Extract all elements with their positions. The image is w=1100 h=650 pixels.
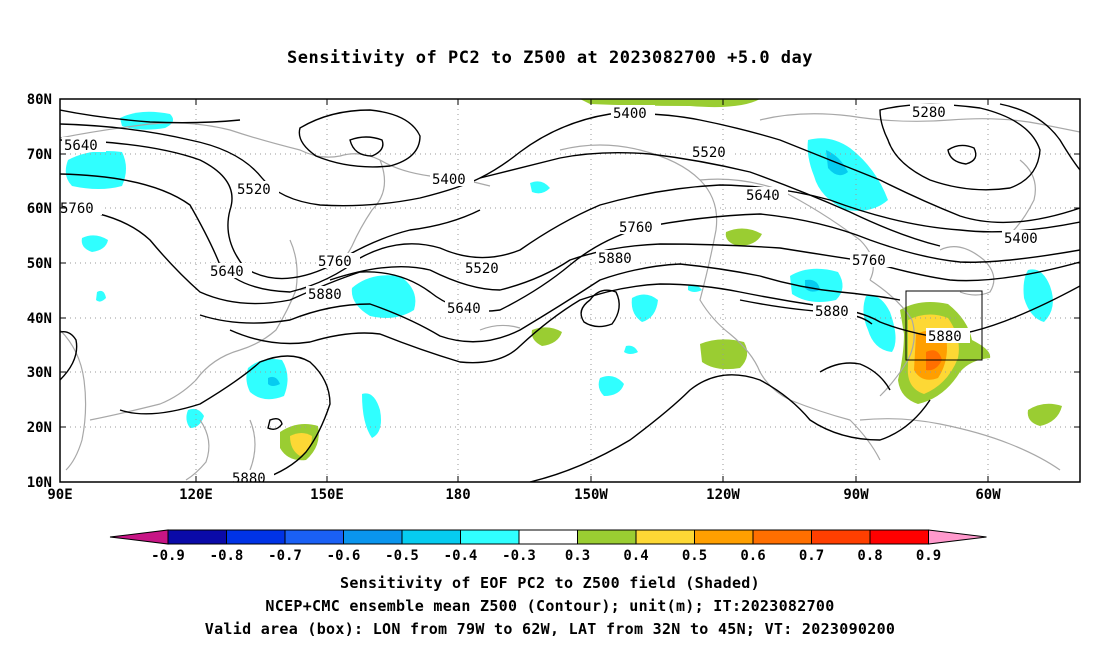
colorbar-swatch: [869, 529, 929, 545]
colorbar-swatch: [167, 529, 227, 545]
colorbar-tick-label: -0.5: [385, 548, 419, 564]
plot-title: Sensitivity of PC2 to Z500 at 2023082700…: [286, 48, 813, 68]
colorbar-tick-label: 0.3: [565, 548, 590, 564]
contour-label: 5880: [815, 304, 849, 320]
colorbar-tick-label: -0.8: [210, 548, 244, 564]
contour-label: 5760: [619, 220, 653, 236]
contour-label: 5640: [746, 188, 780, 204]
colorbar-swatch: [401, 529, 461, 545]
lon-label: 120E: [179, 487, 213, 503]
positive-sensitivity-shading: [280, 99, 1062, 461]
lon-label: 150W: [574, 487, 608, 503]
colorbar-tick-label: -0.4: [444, 548, 478, 564]
lat-label: 80N: [27, 92, 52, 108]
colorbar-swatch: [752, 529, 812, 545]
contour-label: 5280: [912, 105, 946, 121]
contour-label: 5640: [447, 301, 481, 317]
contour-label: 5400: [1004, 231, 1038, 247]
contour-label: 5880: [928, 329, 962, 345]
colorbar-swatch: [284, 529, 344, 545]
caption-shaded: Sensitivity of EOF PC2 to Z500 field (Sh…: [340, 574, 760, 592]
colorbar-swatch: [811, 529, 871, 545]
colorbar-high-arrow: [928, 529, 987, 545]
colorbar-swatch: [518, 529, 578, 545]
lat-label: 60N: [27, 201, 52, 217]
lon-label: 150E: [310, 487, 344, 503]
contour-label: 5880: [308, 287, 342, 303]
map-figure: 5640 5520 5400 5280 5760 5640 5400 5520 …: [27, 92, 1081, 564]
colorbar-tick-label: -0.9: [151, 548, 185, 564]
frame-ticks: [59, 99, 1080, 482]
colorbar-tick-label: 0.8: [857, 548, 882, 564]
contour-label: 5640: [210, 264, 244, 280]
negative-sensitivity-shading: [65, 111, 1053, 438]
contour-label: 5520: [692, 145, 726, 161]
lat-label: 40N: [27, 311, 52, 327]
colorbar-tick-label: 0.7: [799, 548, 824, 564]
valid-area-box: [905, 290, 983, 361]
colorbar-swatch: [635, 529, 695, 545]
z500-contours: [60, 103, 1080, 482]
colorbar-swatch: [577, 529, 637, 545]
colorbar-tick-label: 0.9: [916, 548, 941, 564]
colorbar-low-arrow: [109, 529, 169, 545]
lon-label: 90W: [843, 487, 869, 503]
lat-label: 20N: [27, 420, 52, 436]
latitude-labels: 80N 70N 60N 50N 40N 30N 20N 10N: [27, 92, 52, 491]
contour-label: 5400: [432, 172, 466, 188]
colorbar-tick-label: 0.4: [623, 548, 648, 564]
colorbar-swatch: [460, 529, 520, 545]
caption-contour: NCEP+CMC ensemble mean Z500 (Contour); u…: [265, 597, 835, 615]
map-frame: [59, 98, 1081, 483]
contour-labels: 5640 5520 5400 5280 5760 5640 5400 5520 …: [60, 104, 1046, 487]
longitude-labels: 90E 120E 150E 180 150W 120W 90W 60W: [47, 487, 1001, 503]
contour-label: 5520: [465, 261, 499, 277]
contour-label: 5760: [318, 254, 352, 270]
contour-label: 5880: [598, 251, 632, 267]
colorbar-tick-label: 0.5: [682, 548, 707, 564]
contour-label: 5880: [232, 471, 266, 487]
contour-label: 5640: [64, 138, 98, 154]
colorbar-tick-label: -0.7: [268, 548, 302, 564]
colorbar-swatch: [694, 529, 754, 545]
colorbar-tick-label: -0.3: [502, 548, 536, 564]
lat-label: 50N: [27, 256, 52, 272]
colorbar-swatch: [343, 529, 403, 545]
lon-label: 90E: [47, 487, 72, 503]
lat-label: 10N: [27, 475, 52, 491]
contour-label: 5400: [613, 106, 647, 122]
lat-label: 30N: [27, 365, 52, 381]
lon-label: 120W: [706, 487, 740, 503]
contour-label: 5520: [237, 182, 271, 198]
lon-label: 60W: [975, 487, 1001, 503]
colorbar-swatch: [226, 529, 286, 545]
lon-label: 180: [445, 487, 470, 503]
lat-label: 70N: [27, 147, 52, 163]
contour-label: 5760: [852, 253, 886, 269]
colorbar: -0.9 -0.8 -0.7 -0.6 -0.5 -0.4 -0.3 0.3 0.4 0.5 0.6…: [109, 529, 987, 564]
colorbar-tick-label: -0.6: [327, 548, 361, 564]
caption-valid-area: Valid area (box): LON from 79W to 62W, L…: [204, 620, 896, 638]
colorbar-tick-label: 0.6: [740, 548, 765, 564]
contour-label: 5760: [60, 201, 94, 217]
